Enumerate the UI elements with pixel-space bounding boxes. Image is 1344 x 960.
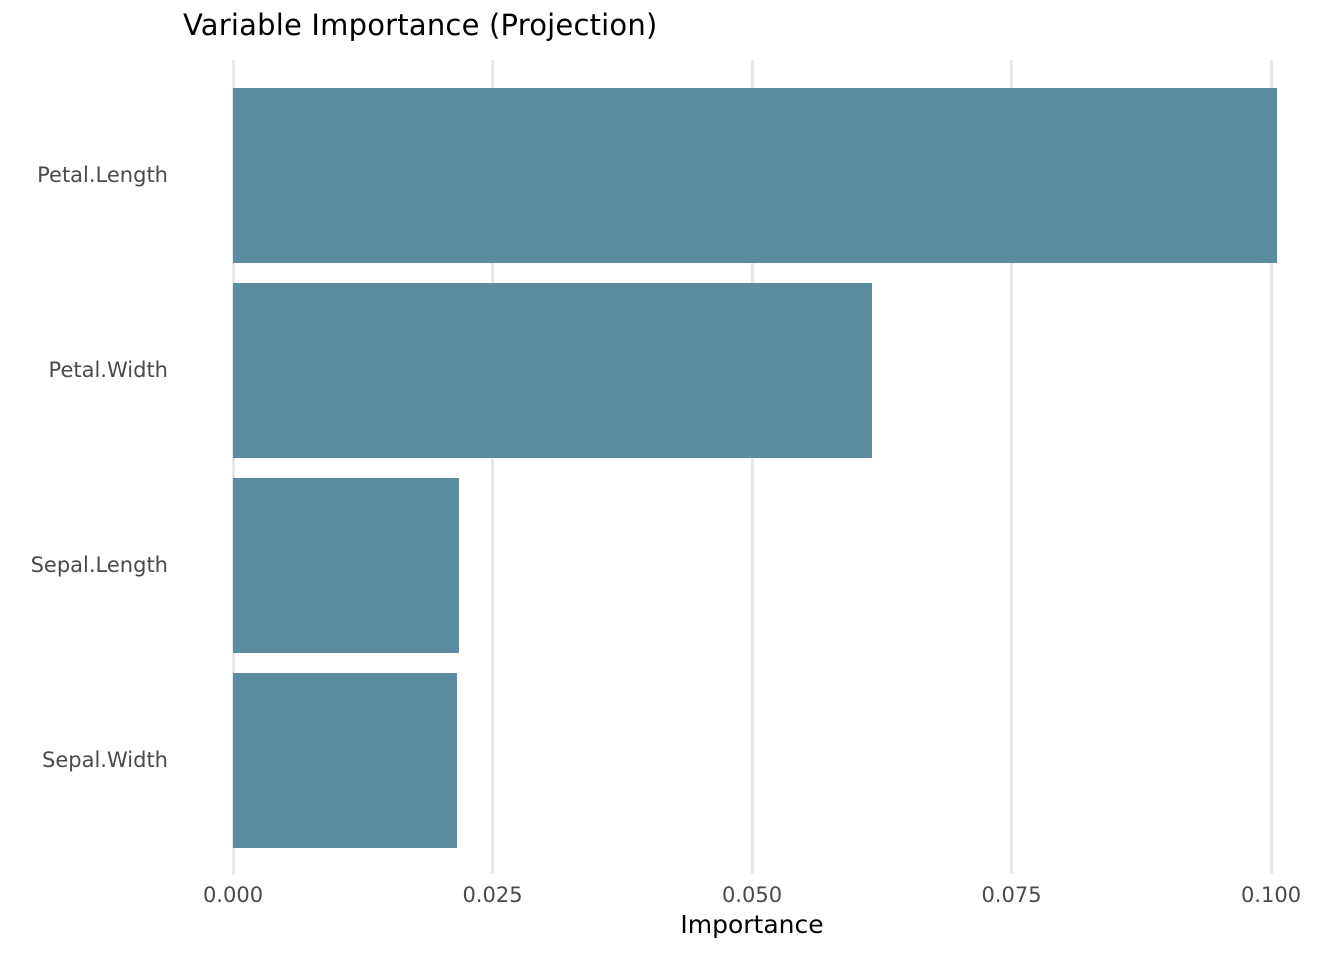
y-tick-label-sepal-length: Sepal.Length: [30, 553, 168, 577]
x-axis-title: Importance: [680, 910, 824, 939]
bar-sepal-length: [233, 477, 460, 653]
bar-petal-length: [233, 87, 1278, 263]
x-tick-label-0.025: 0.025: [462, 883, 523, 907]
chart-title: Variable Importance (Projection): [183, 8, 658, 42]
x-tick-label-0.000: 0.000: [202, 883, 264, 907]
gridline-0.000: [231, 60, 235, 874]
x-tick-label-0.050: 0.050: [721, 883, 783, 907]
gridline-0.025: [491, 60, 494, 874]
bar-sepal-width: [233, 672, 458, 848]
y-tick-label-petal-length: Petal.Length: [37, 163, 168, 187]
y-tick-label-petal-width: Petal.Width: [48, 358, 168, 382]
bar-petal-width: [233, 282, 873, 458]
x-tick-label-0.100: 0.100: [1240, 883, 1302, 907]
gridline-0.100: [1269, 60, 1273, 874]
x-tick-label-0.075: 0.075: [981, 883, 1042, 907]
gridline-0.050: [750, 60, 754, 874]
gridline-0.075: [1010, 60, 1013, 874]
y-tick-label-sepal-width: Sepal.Width: [42, 748, 168, 772]
